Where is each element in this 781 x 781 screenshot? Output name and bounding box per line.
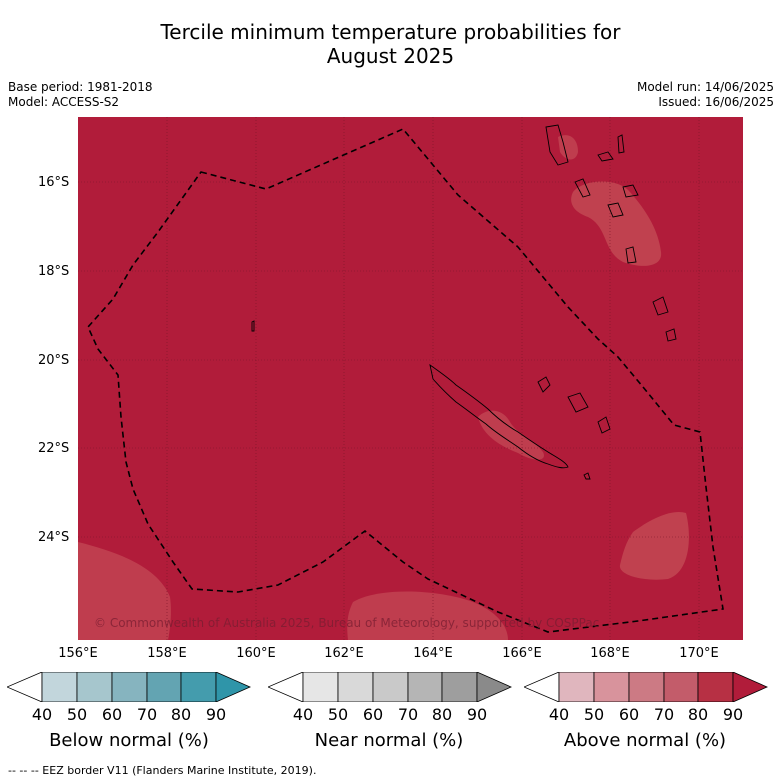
colorbar-near-tick: 90 [466, 705, 488, 724]
hunter-island [665, 328, 677, 342]
colorbar-near-tick: 50 [327, 705, 349, 724]
colorbar-above-tick: 50 [583, 705, 605, 724]
lat-label-24s: 24°S [38, 530, 70, 545]
lon-label-168e: 168°E [590, 646, 630, 661]
matthew-island [652, 296, 669, 316]
colorbar-above-segment-1 [558, 672, 595, 702]
title-line-2: August 2025 [326, 44, 455, 68]
lighter-patch-north-vanuatu [558, 135, 578, 160]
colorbar-below-tick: 50 [66, 705, 88, 724]
colorbar-above-segment-2 [593, 672, 630, 702]
chesterfield-islands [251, 320, 255, 332]
colorbar-near-segment-6 [476, 672, 512, 702]
lon-label-170e: 170°E [679, 646, 719, 661]
colorbar-below-tick: 90 [205, 705, 227, 724]
colorbar-above-tick: 90 [722, 705, 744, 724]
map-title: Tercile minimum temperature probabilitie… [0, 20, 781, 68]
vanuatu-small-islands [597, 134, 639, 198]
colorbar-below-segment-5 [180, 672, 217, 702]
lat-label-16s: 16°S [38, 175, 70, 190]
colorbar-above-tick: 60 [618, 705, 640, 724]
colorbar-below-segment-4 [146, 672, 182, 702]
lighter-patch-vanuatu [571, 181, 662, 266]
lighter-patch-southeast [619, 511, 689, 580]
lat-label-18s: 18°S [38, 264, 70, 279]
lon-label-156e: 156°E [58, 646, 98, 661]
lat-label-20s: 20°S [38, 353, 70, 368]
colorbar-near-segment-2 [337, 672, 374, 702]
colorbar-below-tick: 60 [101, 705, 123, 724]
loyalty-island-2 [567, 392, 589, 413]
colorbar-above-segment-6 [732, 672, 768, 702]
colorbar-above-tick: 40 [548, 705, 570, 724]
lat-label-22s: 22°S [38, 441, 70, 456]
lon-label-164e: 164°E [413, 646, 453, 661]
map-canvas [78, 117, 743, 640]
colorbar-below-tick: 70 [136, 705, 158, 724]
lighter-patch-bottom-center [347, 591, 508, 640]
colorbar-below-segment-2 [76, 672, 113, 702]
colorbar-below-segment-0 [7, 672, 43, 702]
colorbar-near-segment-5 [441, 672, 478, 702]
lon-label-166e: 166°E [502, 646, 542, 661]
eez-border [87, 128, 724, 633]
colorbar-near-normal [268, 672, 512, 702]
colorbar-near-segment-4 [407, 672, 443, 702]
model-name: Model: ACCESS-S2 [8, 95, 120, 109]
lon-label-158e: 158°E [147, 646, 187, 661]
base-period: Base period: 1981-2018 [8, 80, 153, 94]
lighter-patch-bottom-left [78, 542, 171, 640]
map-panel: © Commonwealth of Australia 2025, Bureau… [78, 117, 743, 640]
metadata-right: Model run: 14/06/2025 Issued: 16/06/2025 [637, 80, 774, 110]
model-run: Model run: 14/06/2025 [636, 80, 774, 94]
colorbar-above-tick: 70 [653, 705, 675, 724]
reef-islet [583, 472, 591, 480]
loyalty-island-1 [537, 376, 551, 393]
lon-label-162e: 162°E [324, 646, 364, 661]
colorbar-above-segment-4 [663, 672, 699, 702]
vanuatu-malakula [574, 178, 591, 198]
colorbar-below-tick: 80 [170, 705, 192, 724]
colorbar-near-tick: 80 [431, 705, 453, 724]
metadata-left: Base period: 1981-2018 Model: ACCESS-S2 [8, 80, 153, 110]
graticule [78, 117, 743, 640]
colorbar-below-tick: 40 [31, 705, 53, 724]
copyright-notice: © Commonwealth of Australia 2025, Bureau… [94, 616, 600, 630]
new-caledonia-coast [429, 363, 569, 469]
colorbar-above-tick: 80 [687, 705, 709, 724]
colorbar-near-tick: 40 [292, 705, 314, 724]
colorbar-near-label: Near normal (%) [314, 730, 464, 751]
colorbar-below-segment-6 [215, 672, 251, 702]
colorbar-above-normal [524, 672, 768, 702]
issued-date: Issued: 16/06/2025 [658, 95, 774, 109]
loyalty-island-3 [597, 416, 611, 434]
colorbar-below-segment-1 [41, 672, 78, 702]
colorbar-below-segment-3 [111, 672, 148, 702]
vanuatu-tanna [625, 246, 637, 264]
lighter-patch-new-caledonia [478, 410, 544, 460]
vanuatu-espiritu-santo [545, 124, 569, 166]
colorbar-above-segment-0 [524, 672, 560, 702]
colorbar-above-segment-3 [628, 672, 665, 702]
lon-label-160e: 160°E [236, 646, 276, 661]
colorbar-above-label: Above normal (%) [563, 730, 727, 751]
coastlines [251, 124, 677, 480]
colorbar-above-segment-5 [697, 672, 734, 702]
colorbar-below-label: Below normal (%) [49, 730, 209, 751]
colorbar-near-tick: 60 [362, 705, 384, 724]
colorbar-near-segment-3 [372, 672, 409, 702]
colorbar-near-segment-0 [268, 672, 304, 702]
colorbar-near-tick: 70 [397, 705, 419, 724]
eez-legend: -- -- -- EEZ border V11 (Flanders Marine… [8, 764, 317, 777]
vanuatu-efate [607, 202, 624, 218]
title-line-1: Tercile minimum temperature probabilitie… [160, 20, 621, 44]
colorbar-below-normal [7, 672, 251, 702]
colorbar-near-segment-1 [302, 672, 339, 702]
